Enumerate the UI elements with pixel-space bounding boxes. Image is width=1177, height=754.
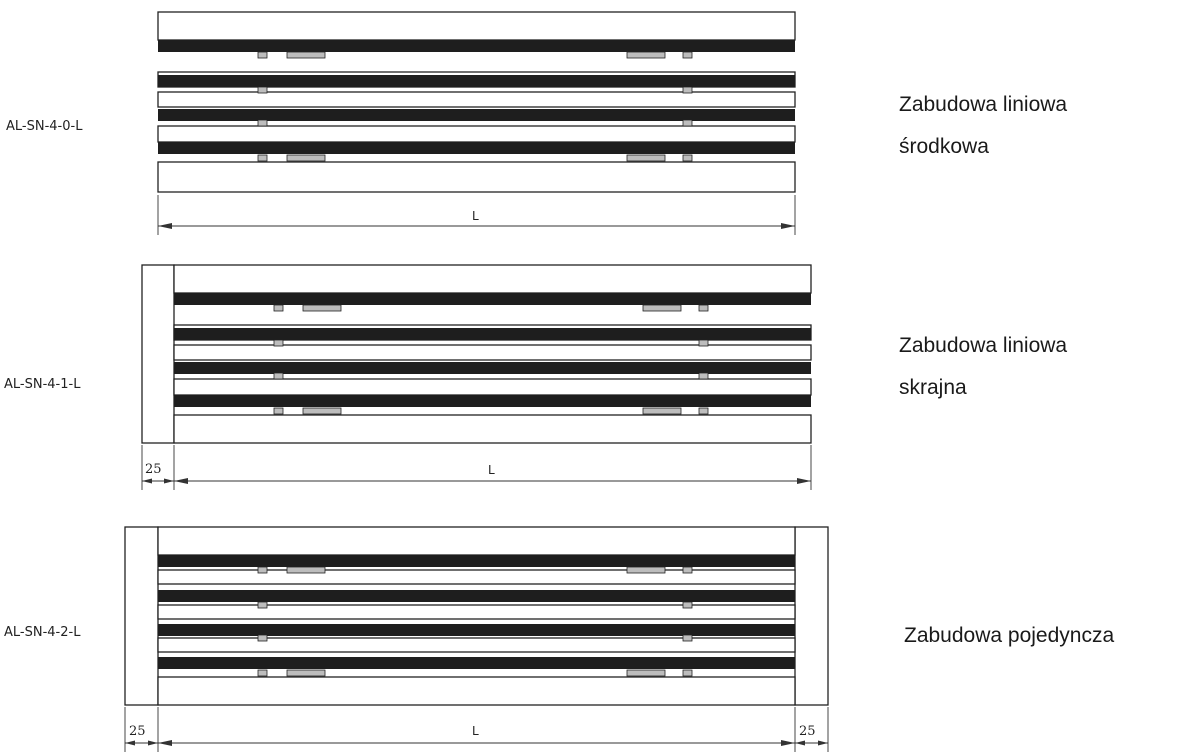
end-flange-left: [141, 264, 175, 444]
dimension-right-flange-label: 25: [799, 724, 816, 739]
variant-code-label: AL-SN-4-2-L: [4, 625, 81, 640]
dimension-length: L: [158, 707, 796, 752]
dimension-left-flange-label: 25: [145, 462, 162, 477]
variant-description-line-1: Zabudowa liniowa: [899, 334, 1067, 357]
dimension-left-flange-label: 25: [129, 724, 146, 739]
dimension-length: L: [157, 195, 796, 235]
variant-2: AL-SN-4-1-L 25: [4, 264, 1067, 490]
dimension-left-flange: 25: [124, 707, 159, 752]
variant-description-line-1: Zabudowa pojedyncza: [904, 624, 1114, 647]
end-flange-right: [794, 526, 829, 706]
dimension-length-label: L: [488, 463, 495, 477]
dimension-length: L: [174, 445, 812, 490]
grille-body: [157, 11, 796, 193]
dimension-left-flange: 25: [141, 445, 175, 490]
grille-body: [173, 264, 812, 444]
end-flange-left: [124, 526, 159, 706]
variant-description-line-2: środkowa: [899, 135, 989, 158]
grille-body: [157, 526, 796, 706]
dimension-length-label: L: [472, 209, 479, 223]
variant-1: AL-SN-4-0-L L Zabudowa liniowa środko: [6, 11, 1067, 235]
variant-code-label: AL-SN-4-0-L: [6, 119, 83, 134]
dimension-right-flange: 25: [795, 707, 829, 752]
variant-description-line-2: skrajna: [899, 376, 967, 399]
dimension-length-label: L: [472, 724, 479, 738]
variant-description-line-1: Zabudowa liniowa: [899, 93, 1067, 116]
variant-3: AL-SN-4-2-L 25: [4, 526, 1114, 752]
variant-code-label: AL-SN-4-1-L: [4, 377, 81, 392]
